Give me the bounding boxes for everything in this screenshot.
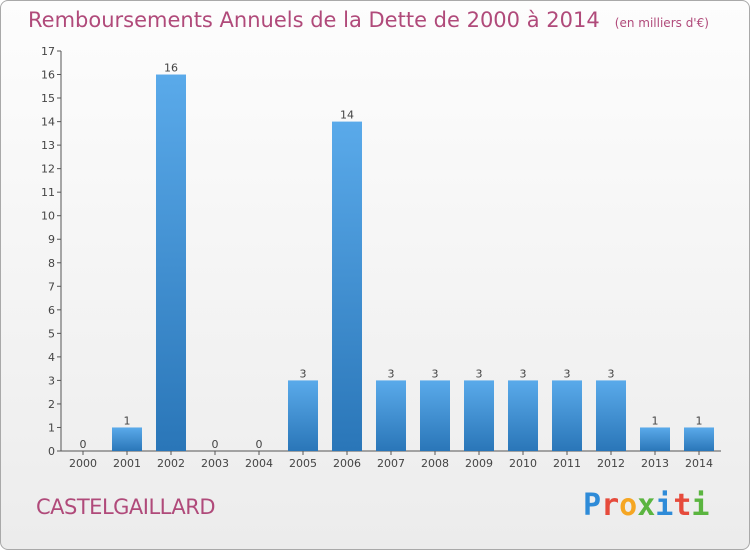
logo-letter: i xyxy=(655,488,674,523)
commune-name: CASTELGAILLARD xyxy=(36,495,216,519)
y-tick-label: 5 xyxy=(48,327,55,340)
logo-letter: o xyxy=(619,488,638,523)
data-label: 1 xyxy=(652,414,659,427)
data-label: 3 xyxy=(520,367,527,380)
y-tick-label: 11 xyxy=(41,186,55,199)
bar xyxy=(112,427,142,451)
data-label: 3 xyxy=(432,367,439,380)
bar xyxy=(156,74,186,451)
logo-letter: t xyxy=(673,488,692,523)
logo-letter: r xyxy=(601,488,620,523)
x-tick-label: 2001 xyxy=(113,457,141,470)
y-tick-label: 3 xyxy=(48,374,55,387)
bar xyxy=(464,380,494,451)
bar xyxy=(288,380,318,451)
data-label: 3 xyxy=(388,367,395,380)
bar xyxy=(684,427,714,451)
x-tick-label: 2003 xyxy=(201,457,229,470)
x-tick-label: 2014 xyxy=(685,457,713,470)
data-label: 0 xyxy=(80,438,87,451)
x-tick-label: 2000 xyxy=(69,457,97,470)
x-tick-label: 2012 xyxy=(597,457,625,470)
x-tick-label: 2007 xyxy=(377,457,405,470)
y-tick-label: 4 xyxy=(48,351,55,364)
logo-letter: x xyxy=(637,488,656,523)
data-label: 0 xyxy=(212,438,219,451)
y-tick-label: 12 xyxy=(41,163,55,176)
x-tick-label: 2005 xyxy=(289,457,317,470)
y-tick-label: 9 xyxy=(48,233,55,246)
data-label: 3 xyxy=(300,367,307,380)
y-tick-label: 17 xyxy=(41,45,55,58)
y-tick-label: 16 xyxy=(41,69,55,82)
data-label: 1 xyxy=(124,414,131,427)
y-tick-label: 15 xyxy=(41,92,55,105)
bar xyxy=(596,380,626,451)
data-label: 16 xyxy=(164,62,178,75)
x-tick-label: 2011 xyxy=(553,457,581,470)
y-tick-label: 10 xyxy=(41,210,55,223)
proxiti-logo: Proxiti xyxy=(583,488,709,523)
bar xyxy=(332,121,362,452)
logo-letter: i xyxy=(691,488,710,523)
logo-letter: P xyxy=(583,488,602,523)
y-tick-label: 0 xyxy=(48,445,55,458)
y-tick-label: 6 xyxy=(48,304,55,317)
title-line: Remboursements Annuels de la Dette de 20… xyxy=(28,8,709,32)
x-tick-label: 2002 xyxy=(157,457,185,470)
data-label: 14 xyxy=(340,109,354,122)
chart-unit: (en milliers d'€) xyxy=(614,16,709,30)
data-label: 3 xyxy=(564,367,571,380)
y-tick-label: 7 xyxy=(48,280,55,293)
bar xyxy=(552,380,582,451)
bar xyxy=(420,380,450,451)
x-tick-label: 2004 xyxy=(245,457,273,470)
y-tick-label: 8 xyxy=(48,257,55,270)
y-tick-label: 2 xyxy=(48,398,55,411)
data-label: 1 xyxy=(696,414,703,427)
x-tick-label: 2009 xyxy=(465,457,493,470)
data-label: 3 xyxy=(608,367,615,380)
y-tick-label: 1 xyxy=(48,421,55,434)
chart-title: Remboursements Annuels de la Dette de 20… xyxy=(28,8,600,32)
bar xyxy=(640,427,670,451)
x-tick-label: 2008 xyxy=(421,457,449,470)
y-tick-label: 13 xyxy=(41,139,55,152)
data-label: 3 xyxy=(476,367,483,380)
x-tick-label: 2010 xyxy=(509,457,537,470)
x-tick-label: 2006 xyxy=(333,457,361,470)
data-label: 0 xyxy=(256,438,263,451)
bar xyxy=(508,380,538,451)
x-tick-label: 2013 xyxy=(641,457,669,470)
y-tick-label: 14 xyxy=(41,116,55,129)
bar xyxy=(376,380,406,451)
